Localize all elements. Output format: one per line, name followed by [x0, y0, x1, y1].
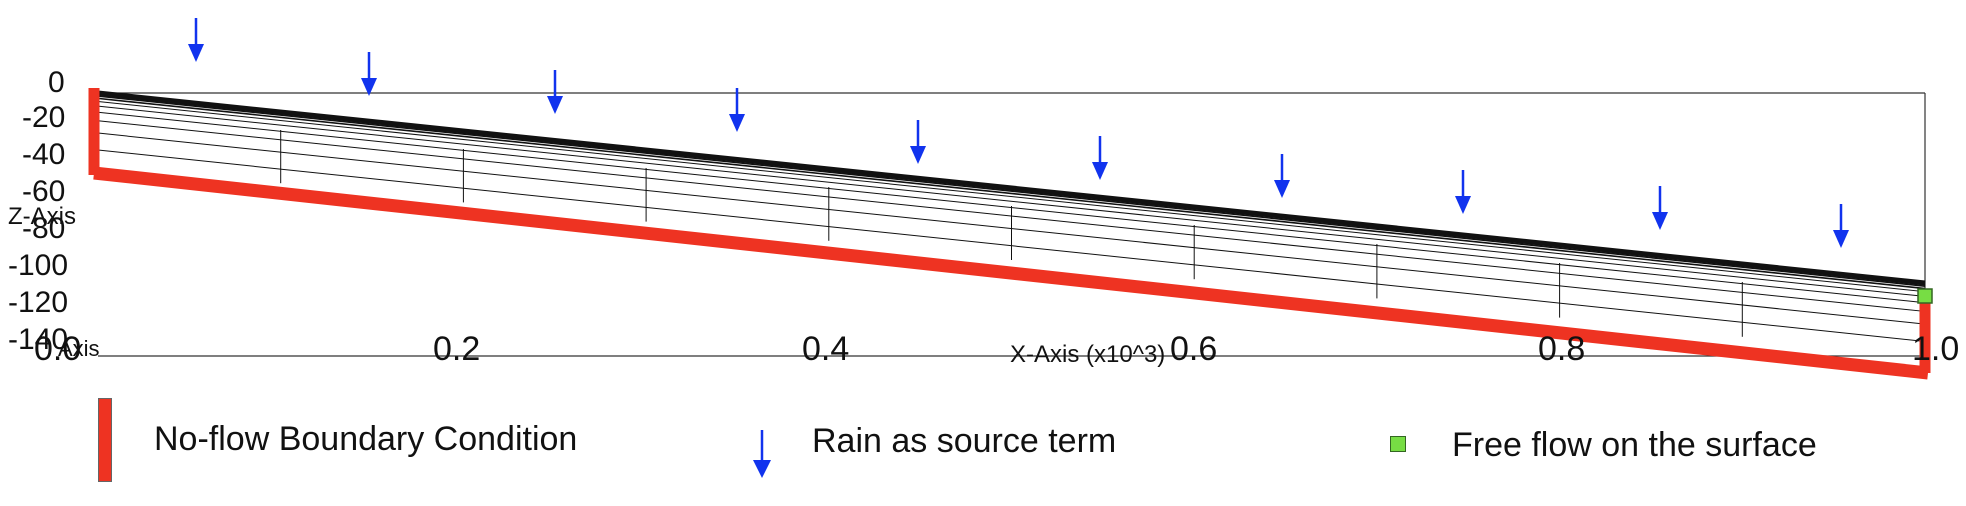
no-flow-legend-label: No-flow Boundary Condition	[154, 420, 578, 458]
free-flow-legend-icon	[1390, 436, 1406, 452]
rain-arrow-icon	[1652, 186, 1668, 230]
x-axis-label: X-Axis (x10^3)	[1010, 341, 1165, 368]
x-tick: 0.2	[433, 330, 480, 368]
x-tick: 1.0	[1912, 330, 1959, 368]
z-tick: -120	[8, 286, 68, 319]
rain-arrow-icon	[547, 70, 563, 114]
mesh-layer-line	[97, 100, 1926, 293]
z-axis-label: Z-Axis	[8, 203, 76, 230]
rain-arrow-icon	[1833, 204, 1849, 248]
mesh-columns	[280, 130, 1743, 337]
z-tick: -40	[22, 138, 65, 171]
rain-legend-icon	[753, 430, 771, 478]
mesh-layer-line	[97, 105, 1926, 297]
no-flow-boundary	[88, 88, 1931, 380]
z-tick: -140	[8, 323, 68, 356]
rain-arrow-icon	[1092, 136, 1108, 180]
rain-arrow-icon	[729, 88, 745, 132]
x-tick: 0.8	[1538, 330, 1585, 368]
no-flow-bottom	[93, 166, 1929, 380]
x-tick: 0.6	[1170, 330, 1217, 368]
z-tick: 0	[48, 66, 65, 99]
mesh-layer-line	[97, 95, 1926, 287]
rain-legend-label: Rain as source term	[812, 422, 1117, 460]
rain-arrow-icon	[910, 120, 926, 164]
rain-arrow-icon	[361, 52, 377, 96]
z-tick: -60	[22, 175, 65, 208]
z-axis: 0 -20 -40 -60 -80 -100 -120 -140 Z-Axis	[8, 66, 76, 356]
x-axis: 0.0 Axis 0.2 0.4 0.6 0.8 1.0 X-Axis (x10…	[34, 330, 1959, 368]
rain-arrows	[188, 18, 1849, 248]
rain-arrow-icon	[188, 18, 204, 62]
mesh-layer-line	[97, 97, 1926, 290]
free-flow-outlet-icon	[1917, 288, 1933, 304]
domain-diagram: 0 -20 -40 -60 -80 -100 -120 -140 Z-Axis …	[8, 18, 1959, 380]
x-corner-label-2: Axis	[58, 336, 100, 361]
ground-surface-line	[97, 90, 1926, 286]
free-flow-legend-label: Free flow on the surface	[1452, 426, 1817, 464]
rain-arrow-icon	[1274, 154, 1290, 198]
legend: No-flow Boundary Condition Rain as sourc…	[0, 390, 1966, 490]
x-corner-label: 0.0	[34, 330, 81, 368]
x-tick: 0.4	[802, 330, 849, 368]
z-tick: -100	[8, 249, 68, 282]
z-tick: -20	[22, 101, 65, 134]
z-tick: -80	[22, 212, 65, 245]
rain-arrow-icon	[1455, 170, 1471, 214]
no-flow-legend-icon	[98, 398, 112, 482]
